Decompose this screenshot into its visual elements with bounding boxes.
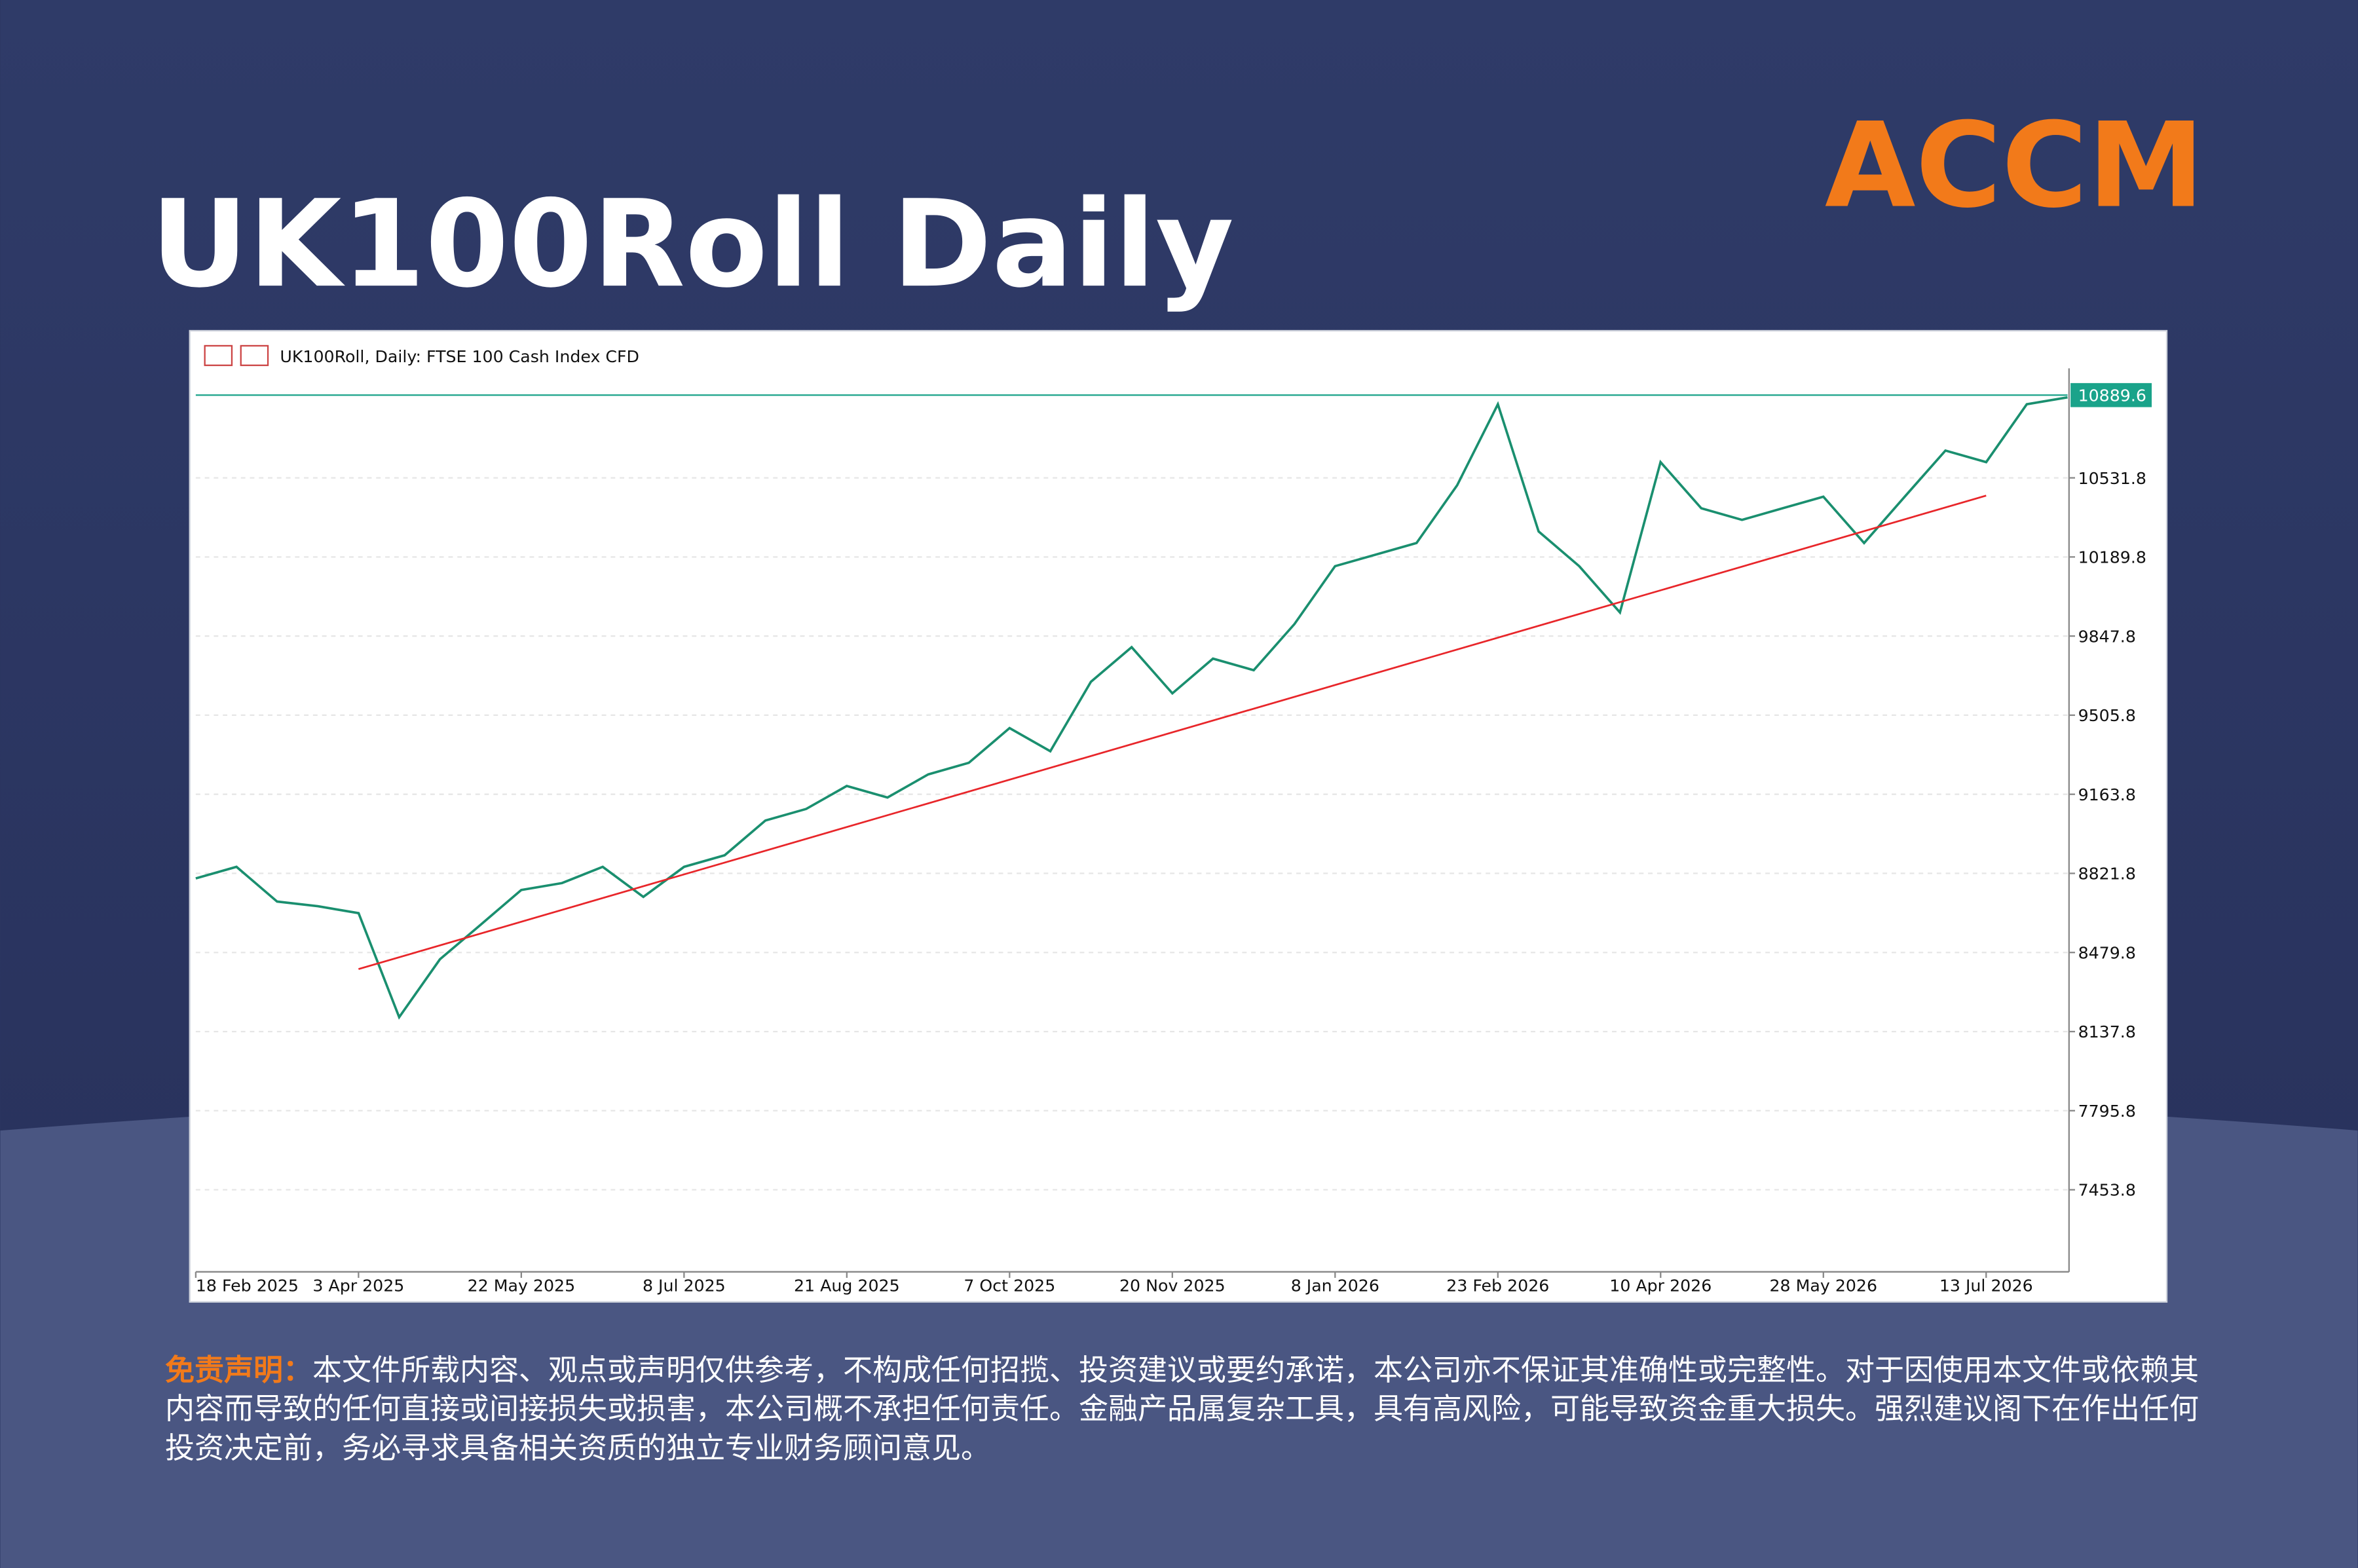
y-tick-label: 10531.8 bbox=[2078, 469, 2146, 488]
price-line bbox=[195, 396, 2068, 1020]
x-tick-label: 7 Oct 2025 bbox=[964, 1277, 1055, 1296]
y-tick-label: 10189.8 bbox=[2078, 548, 2146, 567]
last-price-label: 10889.6 bbox=[2078, 386, 2146, 405]
trendline bbox=[358, 495, 1987, 970]
page-title: UK100Roll Daily bbox=[151, 175, 1234, 314]
logo: ACCM bbox=[1825, 98, 2204, 234]
y-tick-label: 9163.8 bbox=[2078, 785, 2136, 804]
x-tick-label: 3 Apr 2025 bbox=[312, 1277, 404, 1296]
disclaimer-text: 本文件所载内容、观点或声明仅供参考，不构成任何招揽、投资建议或要约承诺，本公司亦… bbox=[165, 1353, 2199, 1465]
chart-legend: UK100Roll, Daily: FTSE 100 Cash Index CF… bbox=[280, 347, 639, 366]
x-tick-label: 21 Aug 2025 bbox=[794, 1277, 900, 1296]
icon bbox=[204, 345, 233, 366]
y-tick-label: 7795.8 bbox=[2078, 1102, 2136, 1121]
chart-panel bbox=[189, 329, 2168, 1303]
y-tick-label: 8137.8 bbox=[2078, 1022, 2136, 1041]
x-tick-label: 20 Nov 2025 bbox=[1119, 1277, 1226, 1296]
disclaimer-label: 免责声明： bbox=[165, 1353, 313, 1387]
x-tick-label: 8 Jul 2025 bbox=[643, 1277, 726, 1296]
x-tick-label: 8 Jan 2026 bbox=[1291, 1277, 1379, 1296]
x-tick-label: 13 Jul 2026 bbox=[1939, 1277, 2033, 1296]
icon bbox=[240, 345, 269, 366]
x-tick-label: 22 May 2025 bbox=[468, 1277, 576, 1296]
x-tick-label: 23 Feb 2026 bbox=[1446, 1277, 1549, 1296]
x-tick-label: 18 Feb 2025 bbox=[196, 1277, 299, 1296]
x-tick-label: 10 Apr 2026 bbox=[1609, 1277, 1712, 1296]
last-price-box bbox=[2070, 383, 2152, 407]
y-tick-label: 9847.8 bbox=[2078, 627, 2136, 646]
y-tick-label: 7453.8 bbox=[2078, 1181, 2136, 1200]
y-tick-label: 8479.8 bbox=[2078, 943, 2136, 962]
y-tick-label: 9505.8 bbox=[2078, 706, 2136, 725]
disclaimer: 免责声明：本文件所载内容、观点或声明仅供参考，不构成任何招揽、投资建议或要约承诺… bbox=[165, 1351, 2209, 1467]
x-tick-label: 28 May 2026 bbox=[1770, 1277, 1878, 1296]
y-tick-label: 8821.8 bbox=[2078, 865, 2136, 884]
